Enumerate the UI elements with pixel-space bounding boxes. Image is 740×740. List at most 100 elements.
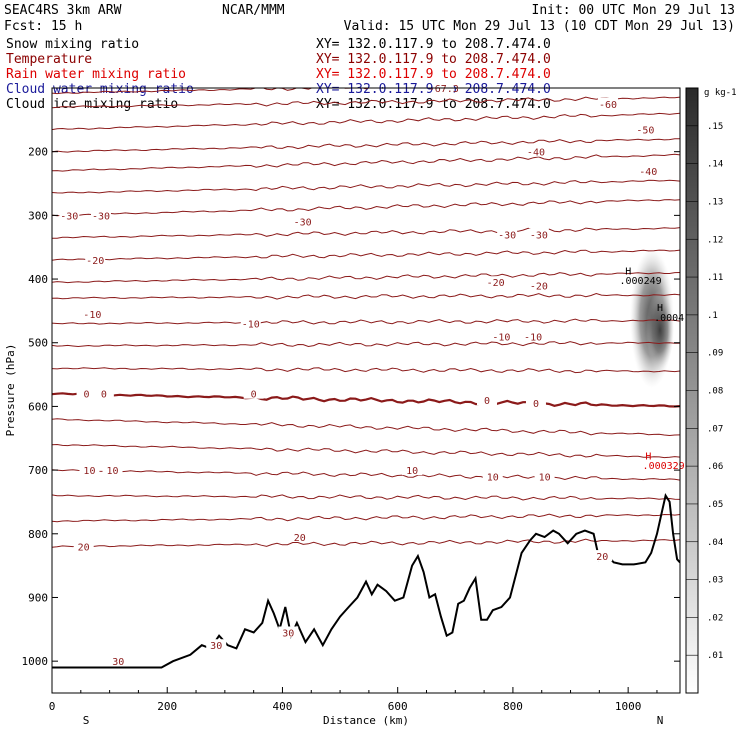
- x-tick-label: 200: [157, 700, 177, 713]
- contour-label: 10: [106, 466, 118, 477]
- init-time: Init: 00 UTC Mon 29 Jul 13: [532, 3, 736, 18]
- contour-label: 0: [533, 399, 539, 410]
- x-tick-label: 400: [273, 700, 293, 713]
- contour-label: 20: [596, 552, 608, 563]
- contour-label: 30: [282, 629, 294, 640]
- contour-label-bg: [525, 145, 546, 157]
- contour-label: -10: [524, 332, 542, 343]
- temperature-contour-line: [52, 96, 680, 109]
- colorbar-tick-label: .08: [707, 387, 723, 397]
- contour-label-bg: [534, 470, 555, 482]
- contour-label: -10: [242, 320, 260, 331]
- contour-label: -30: [498, 230, 516, 241]
- colorbar-tick-label: .12: [707, 235, 723, 245]
- y-axis-label: Pressure (hPa): [4, 344, 17, 437]
- extremum-label: .000249: [620, 276, 662, 287]
- contour-label: -40: [527, 148, 545, 159]
- contour-labels: -67.3 -60 -50 -40 -40 -30 -30 -30 -30 -30 -20 -20 -2…: [59, 82, 659, 668]
- temperature-contour-line: [52, 249, 680, 261]
- colorbar-tick-label: .1: [707, 311, 718, 321]
- extremum-label: H: [645, 451, 651, 462]
- field-xy: XY= 132.0.117.9 to 208.7.474.0: [316, 52, 551, 67]
- contour-label: -10: [492, 332, 510, 343]
- contour-label: 0: [484, 396, 490, 407]
- org-title: NCAR/MMM: [222, 3, 285, 18]
- field-xy: XY= 132.0.117.9 to 208.7.474.0: [316, 82, 551, 97]
- colorbar-tick-label: .11: [707, 273, 723, 283]
- contour-label-bg: [73, 540, 94, 552]
- temperature-contour-line: [52, 318, 680, 326]
- contour-label: -30: [60, 211, 78, 222]
- temperature-contour-line: [52, 538, 680, 548]
- cloud-ice-shading: [630, 248, 674, 388]
- colorbar-tick-label: .04: [707, 538, 723, 548]
- contour-label: 0: [251, 390, 257, 401]
- forecast-hour: Fcst: 15 h: [4, 19, 82, 34]
- contour-label: 10: [406, 466, 418, 477]
- contour-label: 10: [83, 466, 95, 477]
- contour-label: -20: [487, 278, 505, 289]
- y-tick-label: 400: [28, 273, 48, 286]
- contour-label: -10: [83, 310, 101, 321]
- temperature-contour-line: [52, 179, 680, 194]
- colorbar-tick-label: .02: [707, 613, 723, 623]
- contour-label-bg: [528, 228, 549, 240]
- terrain-line: [52, 493, 680, 669]
- contour-label: -67.3: [429, 84, 459, 95]
- temperature-contour-line: [52, 469, 680, 481]
- temperature-contour-line: [52, 367, 680, 374]
- contour-label-bg: [82, 308, 103, 320]
- y-tick-label: 900: [28, 591, 48, 604]
- contour-label-bg: [289, 530, 310, 542]
- south-label: S: [83, 714, 90, 727]
- temperature-contour-line: [52, 292, 680, 300]
- contour-label-bg: [59, 209, 80, 221]
- terrain-profile: [52, 493, 680, 669]
- x-tick-label: 800: [503, 700, 523, 713]
- contour-label-bg: [476, 394, 497, 406]
- colorbar-unit: g kg-1: [704, 88, 737, 98]
- contour-label: -50: [636, 125, 654, 136]
- contour-label-bg: [597, 97, 618, 109]
- temperature-contour-line: [52, 227, 680, 239]
- y-tick-label: 300: [28, 209, 48, 222]
- contour-label-bg: [592, 550, 613, 562]
- contour-label: 10: [539, 472, 551, 483]
- contour-label-bg: [93, 387, 114, 399]
- field-name: Rain water mixing ratio: [6, 67, 186, 82]
- contour-label-bg: [90, 209, 111, 221]
- field-name: Temperature: [6, 52, 92, 67]
- y-tick-label: 200: [28, 146, 48, 159]
- colorbar-tick-label: .13: [707, 197, 723, 207]
- field-xy: XY= 132.0.117.9 to 208.7.474.0: [316, 67, 551, 82]
- contour-label-bg: [523, 330, 544, 342]
- colorbar-tick-label: .15: [707, 122, 723, 132]
- contour-label-bg: [206, 639, 227, 651]
- contour-label: 0: [84, 390, 90, 401]
- colorbar-ticks: .01 .02 .03 .04 .05 .06 .07 .08 .09 .1 .11 .12 .13 .1…: [686, 122, 723, 661]
- contour-label-bg: [292, 215, 313, 227]
- extremum-label: H: [657, 303, 663, 314]
- field-name: Snow mixing ratio: [6, 37, 139, 52]
- temperature-contour-line: [52, 341, 680, 348]
- x-axis-label: Distance (km): [323, 714, 409, 727]
- temperature-contour-line: [52, 392, 680, 408]
- contour-label: 0: [101, 390, 107, 401]
- temperature-contour-line: [52, 153, 680, 172]
- contour-label: -20: [86, 256, 104, 267]
- temperature-contour-line: [52, 112, 680, 131]
- field-xy: XY= 132.0.117.9 to 208.7.474.0: [316, 37, 551, 52]
- field-xy: XY= 132.0.117.9 to 208.7.474.0: [316, 97, 551, 112]
- temperature-contour-line: [52, 88, 371, 95]
- y-tick-label: 800: [28, 528, 48, 541]
- north-label: N: [657, 714, 664, 727]
- colorbar-tick-label: .06: [707, 462, 723, 472]
- contour-label-bg: [102, 464, 123, 476]
- y-tick-label: 500: [28, 337, 48, 350]
- contour-label: -60: [599, 100, 617, 111]
- temperature-contours: [52, 88, 680, 548]
- colorbar-tick-label: .01: [707, 651, 723, 661]
- contour-label: 30: [112, 657, 124, 668]
- valid-time: Valid: 15 UTC Mon 29 Jul 13 (10 CDT Mon …: [344, 19, 735, 34]
- colorbar-tick-label: .07: [707, 424, 723, 434]
